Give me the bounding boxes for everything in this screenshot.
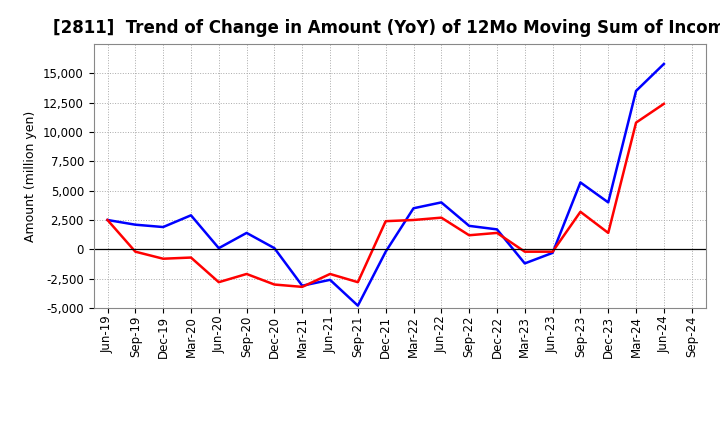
- Net Income: [354, 279, 362, 285]
- Ordinary Income: [465, 223, 474, 228]
- Net Income: [660, 101, 668, 106]
- Ordinary Income: [631, 88, 640, 94]
- Ordinary Income: [159, 224, 168, 230]
- Ordinary Income: [409, 205, 418, 211]
- Ordinary Income: [242, 230, 251, 235]
- Ordinary Income: [354, 303, 362, 308]
- Ordinary Income: [382, 249, 390, 254]
- Net Income: [521, 249, 529, 254]
- Net Income: [631, 120, 640, 125]
- Net Income: [270, 282, 279, 287]
- Ordinary Income: [103, 217, 112, 223]
- Net Income: [437, 215, 446, 220]
- Net Income: [465, 233, 474, 238]
- Net Income: [131, 249, 140, 254]
- Net Income: [215, 279, 223, 285]
- Net Income: [298, 284, 307, 290]
- Net Income: [549, 249, 557, 254]
- Net Income: [103, 217, 112, 223]
- Net Income: [159, 256, 168, 261]
- Ordinary Income: [325, 277, 334, 282]
- Net Income: [325, 271, 334, 277]
- Ordinary Income: [660, 61, 668, 66]
- Net Income: [409, 217, 418, 223]
- Line: Ordinary Income: Ordinary Income: [107, 64, 664, 306]
- Net Income: [604, 230, 613, 235]
- Net Income: [242, 271, 251, 277]
- Ordinary Income: [437, 200, 446, 205]
- Net Income: [576, 209, 585, 214]
- Net Income: [186, 255, 195, 260]
- Net Income: [492, 230, 501, 235]
- Ordinary Income: [298, 283, 307, 288]
- Ordinary Income: [186, 213, 195, 218]
- Ordinary Income: [270, 246, 279, 251]
- Ordinary Income: [549, 250, 557, 256]
- Title: [2811]  Trend of Change in Amount (YoY) of 12Mo Moving Sum of Incomes: [2811] Trend of Change in Amount (YoY) o…: [53, 19, 720, 37]
- Net Income: [382, 219, 390, 224]
- Ordinary Income: [576, 180, 585, 185]
- Y-axis label: Amount (million yen): Amount (million yen): [24, 110, 37, 242]
- Ordinary Income: [215, 246, 223, 251]
- Ordinary Income: [604, 200, 613, 205]
- Line: Net Income: Net Income: [107, 104, 664, 287]
- Ordinary Income: [492, 227, 501, 232]
- Ordinary Income: [521, 261, 529, 266]
- Ordinary Income: [131, 222, 140, 227]
